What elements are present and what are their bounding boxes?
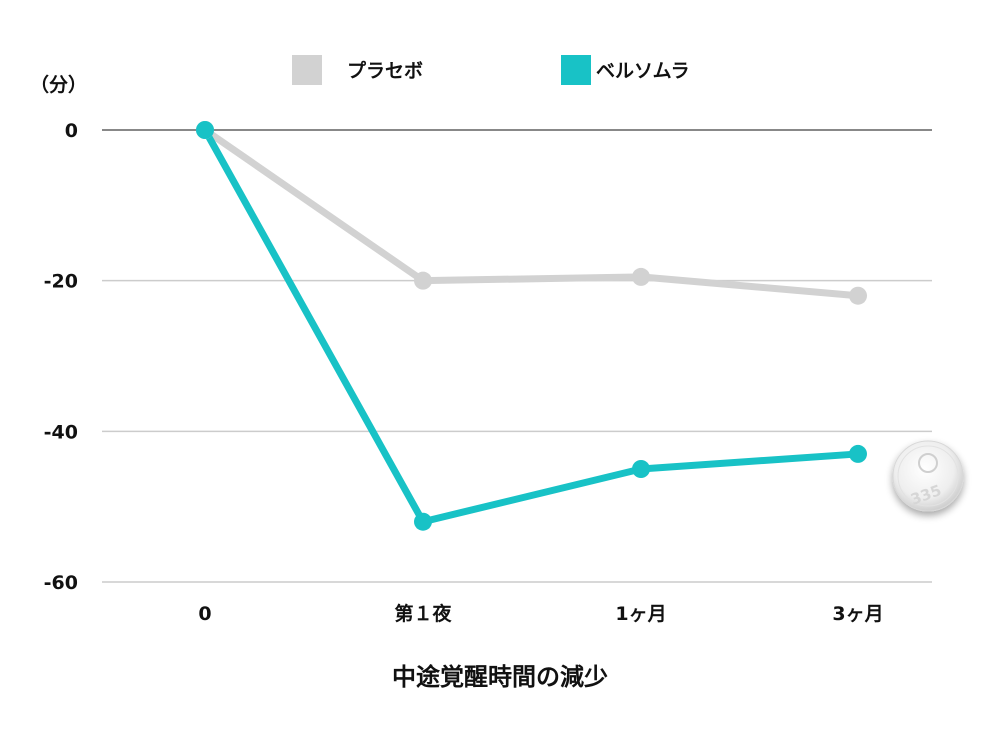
x-tick-label: 第１夜 [394,602,452,625]
data-point [196,121,214,139]
series-group [196,121,867,531]
tablet-image: 335 [892,440,964,512]
x-ticks: 0 第１夜 1ヶ月 3ヶ月 [198,602,883,625]
y-ticks: 0 -20 -40 -60 [44,120,78,594]
series-line-0 [201,126,862,300]
y-tick-label: -60 [44,572,78,594]
legend-swatch-belsomra [561,55,591,85]
data-point [849,444,867,463]
x-tick-label: 0 [198,603,211,625]
data-point [414,271,432,290]
y-tick-label: 0 [65,120,78,142]
y-tick-label: -20 [44,271,78,293]
x-tick-label: 1ヶ月 [615,603,666,625]
legend: プラセボ ベルソムラ [292,55,690,85]
series-line-1 [201,126,862,526]
data-point [632,460,650,478]
legend-label-placebo: プラセボ [347,59,423,82]
data-point [414,512,432,531]
y-axis-unit: （分） [30,73,87,96]
legend-swatch-placebo [292,55,322,85]
gridlines [102,129,932,583]
data-point [849,286,867,305]
x-tick-label: 3ヶ月 [832,603,883,625]
data-point [632,267,650,286]
legend-label-belsomra: ベルソムラ [596,60,690,82]
y-tick-label: -40 [44,421,78,443]
x-axis-title: 中途覚醒時間の減少 [392,663,608,691]
